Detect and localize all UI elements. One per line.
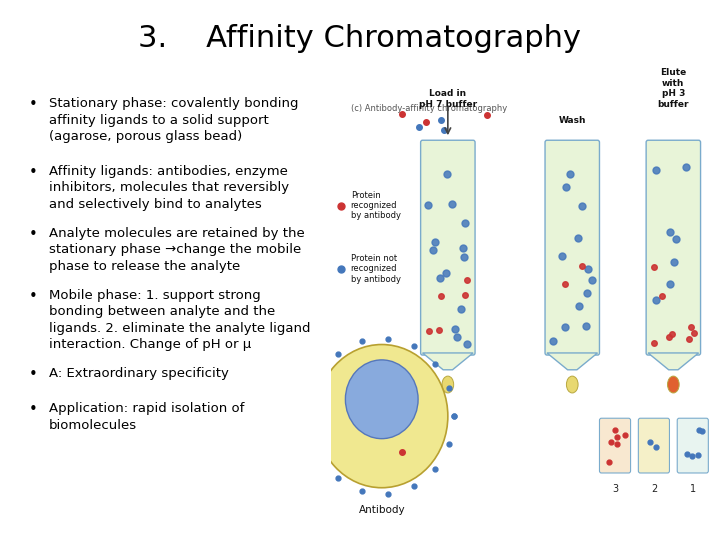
FancyBboxPatch shape (600, 418, 631, 473)
Text: Load in
pH 7 buffer: Load in pH 7 buffer (419, 89, 477, 109)
Ellipse shape (667, 376, 679, 393)
Text: 3.    Affinity Chromatography: 3. Affinity Chromatography (138, 24, 582, 53)
Text: Protein not
recognized
by antibody: Protein not recognized by antibody (351, 254, 400, 284)
Ellipse shape (567, 376, 578, 393)
FancyBboxPatch shape (646, 140, 701, 355)
Text: Wash: Wash (559, 117, 586, 125)
Text: Affinity ligands: antibodies, enzyme
inhibitors, molecules that reversibly
and s: Affinity ligands: antibodies, enzyme inh… (49, 165, 289, 211)
Polygon shape (547, 353, 598, 370)
Text: 3: 3 (612, 483, 618, 494)
Text: (c) Antibody-affinity chromatography: (c) Antibody-affinity chromatography (351, 104, 507, 113)
Text: •: • (29, 227, 37, 242)
Circle shape (346, 360, 418, 438)
Ellipse shape (442, 376, 454, 393)
Text: Application: rapid isolation of
biomolecules: Application: rapid isolation of biomolec… (49, 402, 244, 432)
Text: 2: 2 (651, 483, 657, 494)
Text: Stationary phase: covalently bonding
affinity ligands to a solid support
(agaros: Stationary phase: covalently bonding aff… (49, 97, 299, 143)
FancyBboxPatch shape (545, 140, 600, 355)
Text: Mobile phase: 1. support strong
bonding between analyte and the
ligands. 2. elim: Mobile phase: 1. support strong bonding … (49, 289, 310, 352)
FancyBboxPatch shape (678, 418, 708, 473)
FancyBboxPatch shape (420, 140, 475, 355)
Text: 1: 1 (690, 483, 696, 494)
Text: •: • (29, 402, 37, 417)
Polygon shape (648, 353, 698, 370)
Circle shape (315, 345, 448, 488)
Text: A: Extraordinary specificity: A: Extraordinary specificity (49, 367, 229, 380)
Text: Protein
recognized
by antibody: Protein recognized by antibody (351, 191, 400, 220)
Polygon shape (423, 353, 473, 370)
Text: •: • (29, 165, 37, 180)
FancyBboxPatch shape (639, 418, 670, 473)
Text: •: • (29, 97, 37, 112)
Text: Elute
with
pH 3
buffer: Elute with pH 3 buffer (657, 69, 689, 109)
Text: Analyte molecules are retained by the
stationary phase →change the mobile
phase : Analyte molecules are retained by the st… (49, 227, 305, 273)
Text: •: • (29, 289, 37, 304)
Text: •: • (29, 367, 37, 382)
Text: Antibody: Antibody (359, 504, 405, 515)
